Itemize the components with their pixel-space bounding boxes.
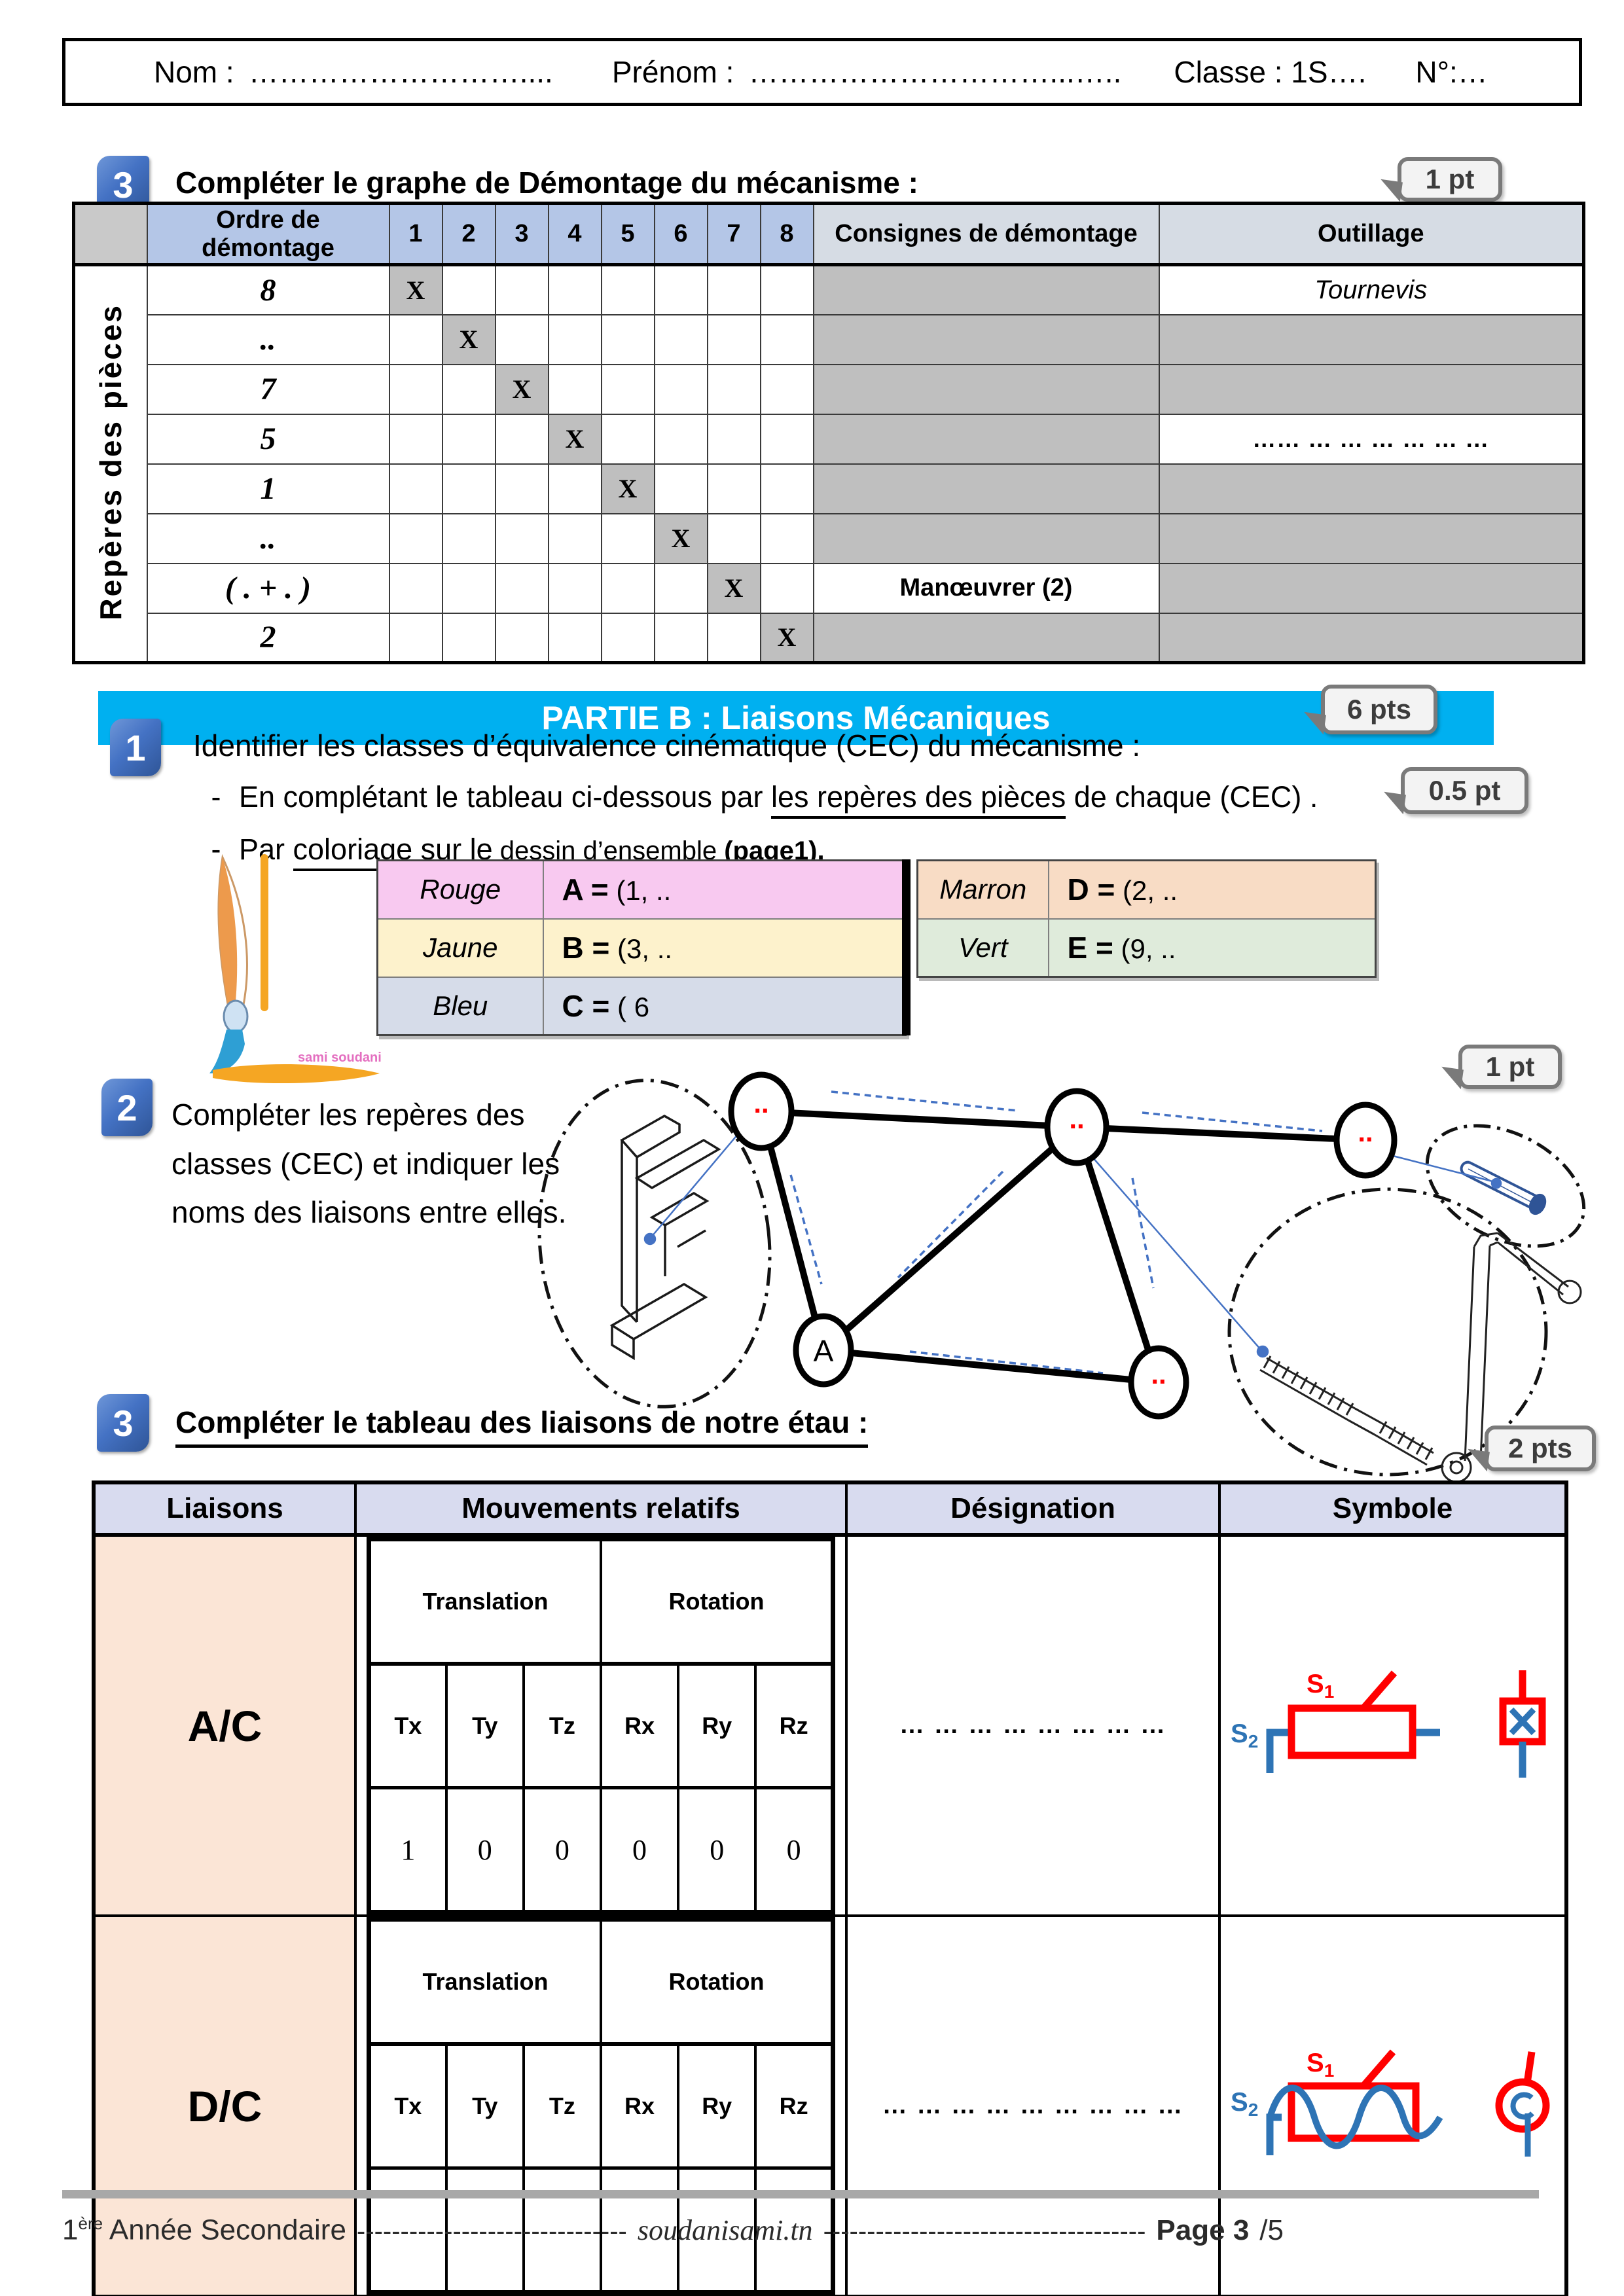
nom-label: Nom : bbox=[154, 55, 234, 89]
classe-label: Classe : 1S…. bbox=[1174, 55, 1367, 89]
numero-label: N°:… bbox=[1415, 55, 1488, 89]
graph-nodes: .. .. .. A .. bbox=[728, 1071, 1398, 1420]
table-row: Rouge A = (1, .. bbox=[376, 859, 907, 920]
table-row: 1 X bbox=[74, 463, 1585, 514]
points-bubble: 6 pts bbox=[1321, 685, 1437, 734]
disassembly-table: Ordre de démontage 1 2 3 4 5 6 7 8 Consi… bbox=[72, 202, 1585, 664]
section1-title: Identifier les classes d’équivalence cin… bbox=[193, 728, 1141, 762]
col-outillage: Outillage bbox=[1158, 202, 1585, 266]
prenom-label: Prénom : bbox=[611, 55, 734, 89]
node-label: .. bbox=[1151, 1359, 1166, 1390]
part-sketch-screw bbox=[1259, 1232, 1582, 1483]
table-divider bbox=[902, 859, 911, 1035]
cec-color-table-left: Rouge A = (1, .. Jaune B = (3, .. Bleu C… bbox=[376, 859, 907, 1036]
symbol-glissiere: S1 S2 bbox=[1231, 1670, 1545, 1778]
svg-text:S1: S1 bbox=[1307, 2049, 1334, 2081]
node-label: .. bbox=[753, 1088, 768, 1119]
table-row: 2 X bbox=[74, 612, 1585, 664]
node-label-a: A bbox=[814, 1334, 834, 1368]
col-ordre: Ordre de démontage bbox=[146, 202, 390, 266]
section-title-liaisons: Compléter le tableau des liaisons de not… bbox=[175, 1405, 869, 1448]
svg-text:S2: S2 bbox=[1231, 2088, 1258, 2120]
prenom-dots: …………………………...….. bbox=[748, 55, 1122, 89]
table-row: 7 X bbox=[74, 363, 1585, 415]
svg-text:S2: S2 bbox=[1231, 1719, 1258, 1751]
movements-mini-table: Translation Rotation Tx Ty Tz Rx Ry Rz bbox=[367, 1917, 835, 2295]
table-header-row: Liaisons Mouvements relatifs Désignation… bbox=[92, 1481, 1568, 1537]
points-bubble: 0.5 pt bbox=[1401, 767, 1528, 814]
watermark-text: sami soudani bbox=[298, 1050, 382, 1065]
section2-text: Compléter les repères des classes (CEC) … bbox=[171, 1098, 567, 1230]
part-sketch-pin bbox=[1460, 1160, 1547, 1215]
node-label: .. bbox=[1069, 1103, 1084, 1134]
liaisons-table: Liaisons Mouvements relatifs Désignation… bbox=[92, 1480, 1568, 2296]
col-consignes: Consignes de démontage bbox=[812, 202, 1160, 266]
edge-label-dashes bbox=[789, 1090, 1323, 1374]
student-identity-box: Nom : ……………………….... Prénom : ………………………….… bbox=[62, 38, 1582, 106]
part-sketch-body bbox=[609, 1114, 721, 1361]
nom-dots: ……………………….... bbox=[248, 55, 553, 89]
section1-bullet1: - En complétant le tableau ci-dessous par… bbox=[193, 780, 1318, 819]
part-ellipse-body bbox=[537, 1079, 772, 1408]
graph-edges bbox=[758, 1108, 1366, 1386]
table-row: Bleu C = ( 6 bbox=[376, 976, 907, 1036]
links-graph: .. .. .. A .. bbox=[537, 1071, 1586, 1483]
table-row: Jaune B = (3, .. bbox=[376, 918, 907, 978]
callout-lines bbox=[643, 1133, 1502, 1358]
table-row: Repères des pièces 8 X Tournevis bbox=[73, 264, 1585, 664]
question-number-badge: 1 bbox=[110, 719, 161, 776]
table-row: ( . + . ) X Manœuvrer (2) bbox=[74, 562, 1585, 614]
table-row: 5 X …… … … … … … … bbox=[74, 413, 1585, 465]
svg-text:S1: S1 bbox=[1307, 1670, 1334, 1702]
points-bubble: 1 pt bbox=[1398, 157, 1502, 202]
points-bubble: 2 pts bbox=[1485, 1426, 1596, 1471]
table-row: .. X bbox=[74, 314, 1585, 365]
table-row: .. X bbox=[74, 512, 1585, 564]
footer-divider bbox=[62, 2190, 1539, 2198]
symbol-helicoidale: S1 S2 bbox=[1231, 2049, 1549, 2157]
partie-b-banner: PARTIE B : Liaisons Mécaniques bbox=[98, 691, 1494, 745]
question-number-badge: 3 bbox=[97, 1394, 149, 1452]
paintbrush-illustration bbox=[209, 853, 380, 1084]
table-row: Vert E = (9, .. bbox=[916, 918, 1377, 978]
section-title-demontage: Compléter le graphe de Démontage du méca… bbox=[175, 165, 918, 208]
page-number: Page 3 bbox=[1156, 2214, 1250, 2246]
node-label: .. bbox=[1358, 1117, 1373, 1147]
liaison-row: D/C Translation Rotation Tx Ty Tz Rx Ry Rz … … bbox=[92, 1914, 1568, 2296]
question-number-badge: 2 bbox=[101, 1079, 153, 1136]
part-ellipse-screw bbox=[1227, 1187, 1548, 1477]
side-label: Repères des pièces bbox=[73, 264, 148, 664]
footer: 1ère Année Secondaire ------------------… bbox=[62, 2214, 1284, 2246]
website-link[interactable]: soudanisami.tn bbox=[637, 2214, 813, 2246]
points-bubble: 1 pt bbox=[1458, 1045, 1562, 1089]
corner-cell bbox=[73, 202, 148, 266]
part-ellipse-pin bbox=[1425, 1124, 1586, 1248]
table-header-row: Ordre de démontage 1 2 3 4 5 6 7 8 Consi… bbox=[73, 202, 1585, 266]
cec-color-table-right: Marron D = (2, .. Vert E = (9, .. bbox=[916, 859, 1377, 978]
table-row: Marron D = (2, .. bbox=[916, 859, 1377, 920]
